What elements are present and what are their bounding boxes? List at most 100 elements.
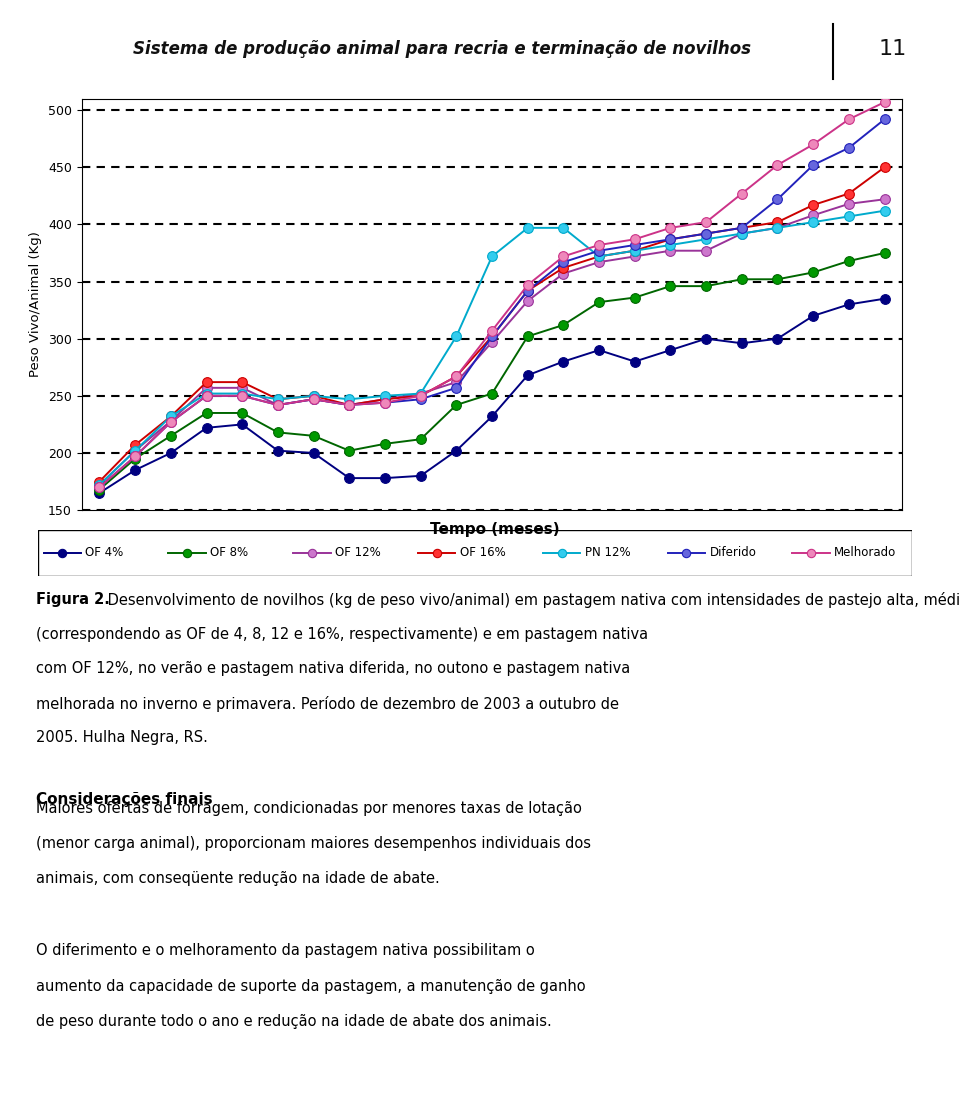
Melhorado (201, 389, 212, 403)
Diferido (344, 398, 355, 411)
Diferido (593, 245, 605, 258)
OF 8% (450, 398, 462, 411)
OF 12% (308, 393, 320, 406)
PN 12% (415, 387, 426, 400)
OF 4% (450, 444, 462, 457)
OF 4% (344, 472, 355, 485)
Diferido (629, 238, 640, 251)
PN 12% (522, 222, 534, 235)
OF 4% (593, 343, 605, 357)
PN 12% (272, 393, 283, 406)
Line: OF 16%: OF 16% (95, 162, 889, 486)
Melhorado (165, 416, 177, 429)
OF 8% (593, 295, 605, 308)
Melhorado (415, 389, 426, 403)
Melhorado (94, 480, 106, 494)
OF 12% (272, 398, 283, 411)
PN 12% (236, 387, 248, 400)
OF 12% (415, 387, 426, 400)
Text: Sistema de produção animal para recria e terminação de novilhos: Sistema de produção animal para recria e… (132, 41, 751, 58)
OF 8% (415, 432, 426, 445)
OF 8% (772, 273, 783, 286)
Melhorado (878, 95, 890, 109)
Text: PN 12%: PN 12% (585, 546, 631, 559)
OF 12% (701, 245, 712, 258)
Text: de peso durante todo o ano e redução na idade de abate dos animais.: de peso durante todo o ano e redução na … (36, 1014, 552, 1029)
OF 4% (379, 472, 391, 485)
OF 12% (878, 193, 890, 206)
Text: O diferimento e o melhoramento da pastagem nativa possibilitam o: O diferimento e o melhoramento da pastag… (36, 943, 536, 959)
Text: Maiores ofertas de forragem, condicionadas por menores taxas de lotação: Maiores ofertas de forragem, condicionad… (36, 801, 583, 816)
Diferido (379, 396, 391, 409)
Diferido (486, 330, 497, 343)
OF 8% (236, 406, 248, 419)
OF 16% (558, 261, 569, 274)
OF 12% (772, 222, 783, 235)
Line: OF 4%: OF 4% (95, 294, 889, 498)
Diferido (558, 256, 569, 269)
OF 8% (308, 429, 320, 442)
Diferido (772, 193, 783, 206)
Text: Diferido: Diferido (709, 546, 756, 559)
Text: OF 8%: OF 8% (210, 546, 249, 559)
Diferido (415, 393, 426, 406)
OF 8% (379, 438, 391, 451)
OF 16% (701, 227, 712, 240)
OF 8% (629, 291, 640, 304)
OF 16% (807, 199, 819, 212)
PN 12% (450, 330, 462, 343)
Melhorado (379, 396, 391, 409)
OF 8% (486, 387, 497, 400)
Line: PN 12%: PN 12% (95, 206, 889, 490)
Text: (correspondendo as OF de 4, 8, 12 e 16%, respectivamente) e em pastagem nativa: (correspondendo as OF de 4, 8, 12 e 16%,… (36, 627, 649, 642)
Line: OF 8%: OF 8% (95, 248, 889, 495)
OF 16% (522, 284, 534, 297)
OF 4% (736, 337, 748, 350)
OF 4% (664, 343, 676, 357)
PN 12% (165, 410, 177, 423)
PN 12% (736, 227, 748, 240)
Melhorado (807, 138, 819, 151)
Text: aumento da capacidade de suporte da pastagem, a manutenção de ganho: aumento da capacidade de suporte da past… (36, 979, 587, 994)
Diferido (807, 158, 819, 171)
Diferido (701, 227, 712, 240)
OF 12% (629, 250, 640, 263)
Text: Desenvolvimento de novilhos (kg de peso vivo/animal) em pastagem nativa com inte: Desenvolvimento de novilhos (kg de peso … (104, 592, 960, 609)
OF 4% (308, 446, 320, 460)
Melhorado (629, 233, 640, 246)
OF 12% (843, 197, 854, 211)
OF 4% (415, 470, 426, 483)
Line: Melhorado: Melhorado (95, 98, 889, 493)
Diferido (272, 398, 283, 411)
Y-axis label: Peso Vivo/Animal (Kg): Peso Vivo/Animal (Kg) (30, 231, 42, 377)
Diferido (308, 393, 320, 406)
PN 12% (593, 250, 605, 263)
Melhorado (593, 238, 605, 251)
OF 8% (807, 265, 819, 279)
Diferido (664, 233, 676, 246)
OF 8% (272, 426, 283, 439)
Text: Melhorado: Melhorado (834, 546, 897, 559)
OF 8% (843, 255, 854, 268)
OF 4% (807, 309, 819, 323)
Melhorado (843, 113, 854, 126)
Melhorado (236, 389, 248, 403)
Text: 2005. Hulha Negra, RS.: 2005. Hulha Negra, RS. (36, 731, 208, 746)
PN 12% (308, 389, 320, 403)
PN 12% (843, 210, 854, 223)
Diferido (736, 222, 748, 235)
Diferido (843, 142, 854, 155)
PN 12% (629, 245, 640, 258)
OF 12% (236, 382, 248, 395)
Melhorado (558, 250, 569, 263)
Melhorado (701, 215, 712, 228)
OF 8% (344, 444, 355, 457)
OF 16% (165, 410, 177, 423)
OF 16% (878, 161, 890, 174)
OF 4% (701, 332, 712, 346)
OF 12% (593, 256, 605, 269)
Melhorado (272, 398, 283, 411)
OF 4% (94, 486, 106, 499)
Melhorado (664, 222, 676, 235)
OF 12% (165, 415, 177, 428)
